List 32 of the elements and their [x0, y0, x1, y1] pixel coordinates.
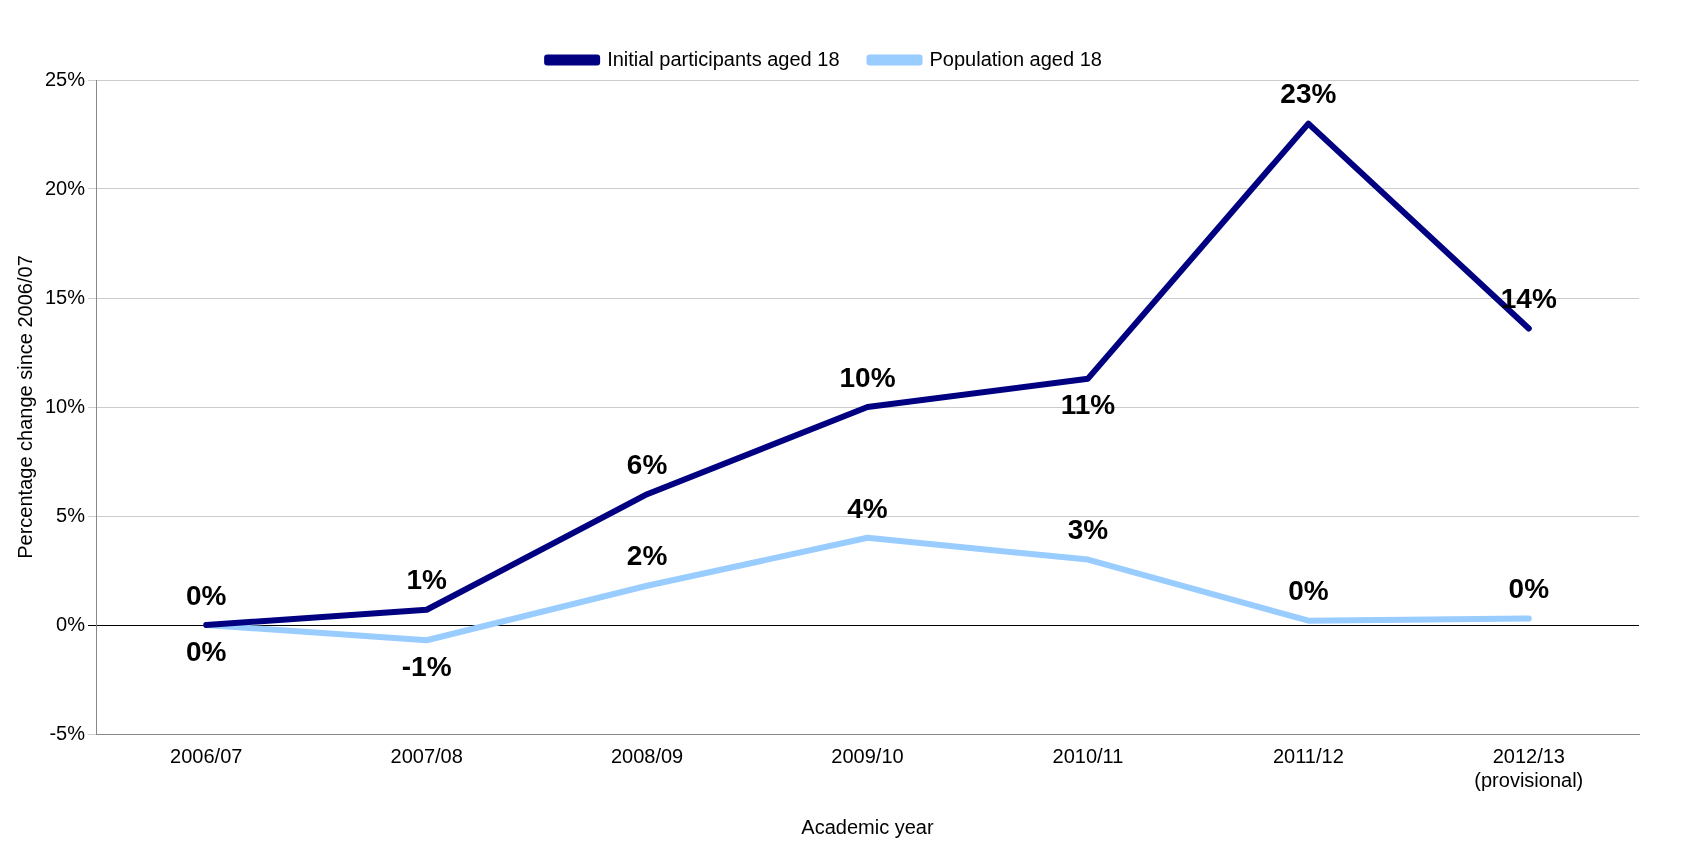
- x-tick-label: 2008/09: [610, 744, 684, 767]
- x-tick-label: 2007/08: [390, 744, 463, 767]
- y-tick-label: 0%: [56, 612, 86, 635]
- y-tick-label: 10%: [45, 394, 86, 417]
- data-label: 6%: [626, 448, 668, 480]
- data-label: 2%: [626, 540, 668, 572]
- x-tick-label: 2006/07: [170, 744, 243, 767]
- data-label: 1%: [406, 564, 447, 596]
- y-tick-label: 25%: [45, 67, 86, 90]
- data-label: 4%: [847, 492, 888, 524]
- data-label: 0%: [1508, 573, 1550, 605]
- y-tick-label: -5%: [49, 721, 86, 744]
- data-label: 0%: [186, 635, 227, 667]
- data-label: 0%: [186, 579, 227, 611]
- data-label: -1%: [401, 650, 452, 682]
- x-tick-label: 2011/12: [1272, 744, 1344, 767]
- legend-label: Population aged 18: [929, 47, 1102, 70]
- data-label: 23%: [1280, 78, 1337, 110]
- x-tick-label: 2009/10: [831, 744, 904, 767]
- data-label: 11%: [1060, 389, 1116, 421]
- data-label: 3%: [1067, 514, 1109, 546]
- data-label: 0%: [1288, 575, 1329, 607]
- x-tick-label: 2012/13 (provisional): [1474, 744, 1584, 791]
- y-axis-title: Percentage change since 2006/07: [13, 255, 36, 559]
- x-axis-title: Academic year: [801, 815, 934, 838]
- x-tick-label: 2010/11: [1052, 744, 1124, 767]
- y-tick-label: 15%: [45, 285, 86, 308]
- y-tick-label: 5%: [56, 503, 86, 526]
- legend-label: Initial participants aged 18: [607, 47, 840, 70]
- data-label: 10%: [839, 361, 896, 393]
- data-label: 14%: [1500, 283, 1557, 315]
- y-tick-label: 20%: [45, 176, 86, 199]
